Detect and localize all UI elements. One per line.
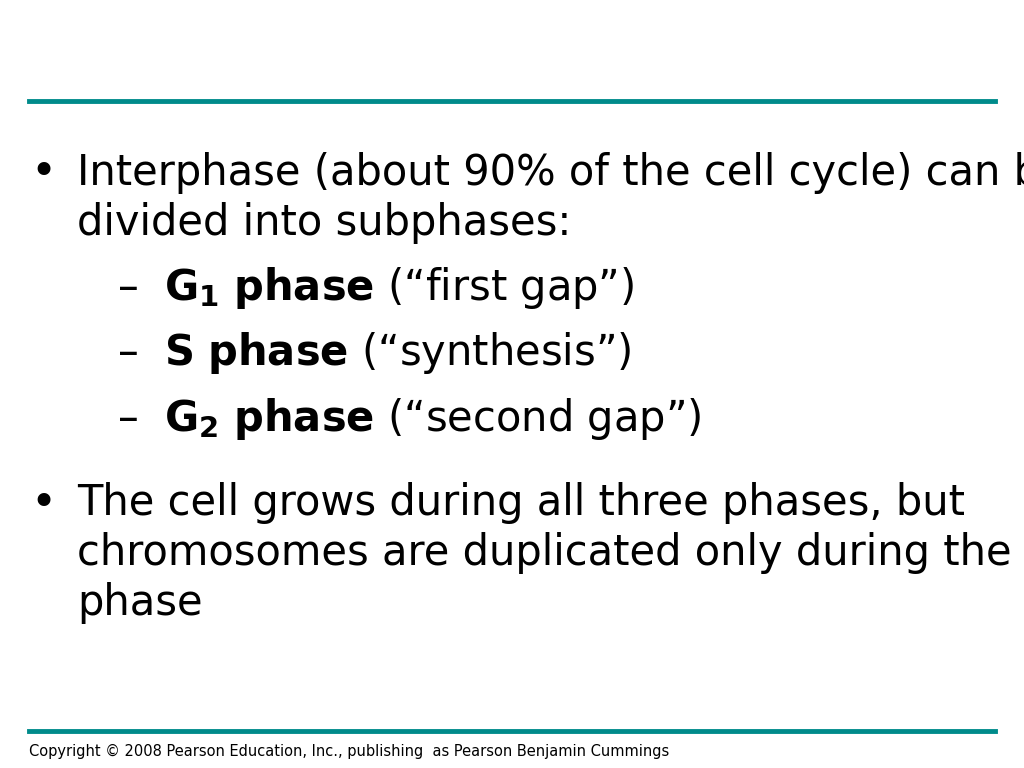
Text: –: – <box>118 267 138 309</box>
Text: $\mathbf{S\ phase}$ (“synthesis”): $\mathbf{S\ phase}$ (“synthesis”) <box>164 330 631 376</box>
Text: $\mathbf{G_2\ phase}$ (“second gap”): $\mathbf{G_2\ phase}$ (“second gap”) <box>164 396 701 442</box>
Text: $\mathbf{G_1\ phase}$ (“first gap”): $\mathbf{G_1\ phase}$ (“first gap”) <box>164 265 634 311</box>
Text: The cell grows during all three phases, but: The cell grows during all three phases, … <box>77 482 965 524</box>
Text: phase: phase <box>77 582 203 624</box>
Text: Copyright © 2008 Pearson Education, Inc., publishing  as Pearson Benjamin Cummin: Copyright © 2008 Pearson Education, Inc.… <box>29 743 669 759</box>
Text: –: – <box>118 398 138 439</box>
Text: divided into subphases:: divided into subphases: <box>77 202 571 243</box>
Text: –: – <box>118 333 138 374</box>
Text: chromosomes are duplicated only during the S: chromosomes are duplicated only during t… <box>77 532 1024 574</box>
Text: •: • <box>30 151 56 194</box>
Text: Interphase (about 90% of the cell cycle) can be: Interphase (about 90% of the cell cycle)… <box>77 152 1024 194</box>
Text: •: • <box>30 482 56 525</box>
